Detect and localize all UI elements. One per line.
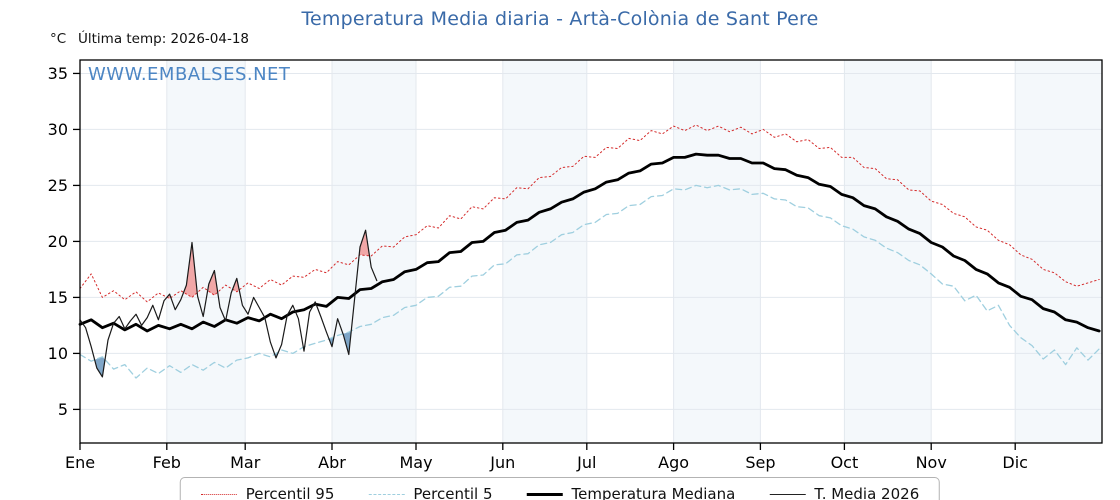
last-temp-label: Última temp: 2026-04-18 [78, 31, 250, 47]
chart-canvas: 5 10 15 20 25 30 35 Ene Feb Mar Abr May Jun Jul Ago Sep… [48, 59, 1103, 472]
y-tick-label: 15 [48, 288, 68, 307]
month-band [1015, 60, 1102, 443]
y-tick-label: 35 [48, 64, 68, 83]
legend-item-mediana: Temperatura Mediana [526, 485, 735, 500]
fill-above-p95 [359, 230, 370, 256]
month-band [844, 60, 932, 443]
y-tick-label: 20 [48, 232, 68, 251]
percentil-5-line-icon [368, 493, 405, 495]
watermark-text: WWW.EMBALSES.NET [88, 64, 291, 85]
plot-frame [79, 59, 1103, 444]
legend-item-t-media-2026: T. Media 2026 [769, 485, 919, 500]
x-tick-label: Jul [576, 453, 596, 472]
x-tick-label: Dic [1002, 453, 1028, 472]
series-p95 [79, 124, 1100, 303]
x-tick-label: Abr [318, 453, 346, 472]
month-band [502, 60, 587, 443]
percentil-95-line-icon [200, 493, 237, 495]
x-tick-label: Ago [658, 453, 689, 472]
page-title: Temperatura Media diaria - Artà-Colònia … [301, 8, 819, 30]
legend-label-t-media-2026: T. Media 2026 [814, 485, 920, 500]
fill-below-p5 [94, 356, 105, 377]
series-mediana [78, 152, 1101, 333]
month-band [673, 60, 761, 443]
legend-label-mediana: Temperatura Mediana [571, 485, 736, 500]
month-band [332, 60, 416, 443]
x-tick-label: May [399, 453, 432, 472]
y-tick-label: 25 [48, 176, 68, 195]
x-tick-label: Mar [230, 453, 261, 472]
x-tick-label: Jun [489, 453, 515, 472]
legend-item-percentil-95: Percentil 95 [200, 485, 335, 500]
legend: Percentil 95 Percentil 5 Temperatura Med… [179, 477, 941, 500]
y-tick-label: 10 [48, 344, 68, 363]
legend-item-percentil-5: Percentil 5 [368, 485, 492, 500]
x-tick-label: Ene [65, 453, 95, 472]
month-band [166, 60, 246, 443]
x-tick-label: Sep [745, 453, 775, 472]
y-tick-label: 5 [58, 400, 68, 419]
x-tick-label: Oct [831, 453, 859, 472]
x-tick-label: Feb [153, 453, 181, 472]
legend-label-percentil-95: Percentil 95 [245, 485, 335, 500]
legend-label-percentil-5: Percentil 5 [413, 485, 493, 500]
y-tick-label: 30 [48, 120, 68, 139]
series-p5 [79, 184, 1100, 379]
t-media-2026-line-icon [769, 493, 806, 495]
mediana-line-icon [526, 492, 563, 496]
series-t2026 [79, 229, 378, 378]
x-tick-label: Nov [916, 453, 947, 472]
y-axis-unit-label: °C [50, 31, 67, 47]
